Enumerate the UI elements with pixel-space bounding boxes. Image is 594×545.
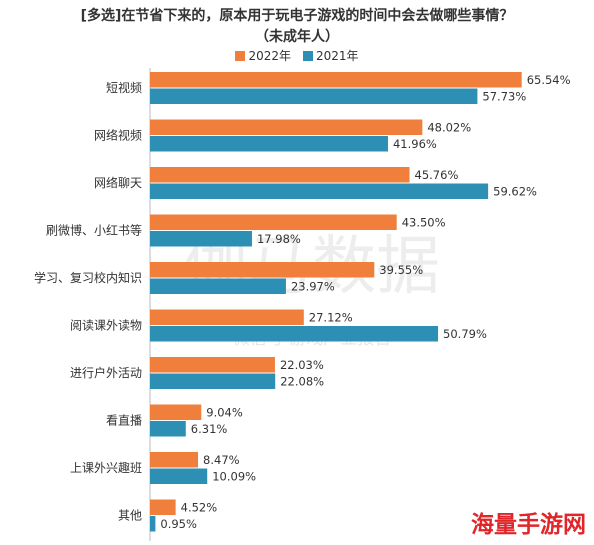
bar-2022	[150, 119, 423, 135]
bar-2021	[150, 183, 489, 199]
category-label: 看直播	[106, 414, 142, 428]
bar-2021	[150, 231, 252, 247]
chart-title: [多选]在节省下来的，原本用于玩电子游戏的时间中会去做哪些事情？	[80, 8, 514, 24]
bars-group: 短视频 65.54%57.73% 网络视频 48.02% 41.96% 网络聊天 45.76…	[34, 72, 571, 532]
value-label-2021: 59.62%	[493, 185, 537, 199]
corner-logo: 海量手游网	[471, 512, 586, 538]
category-label: 进行户外活动	[70, 365, 142, 380]
legend: 2022年 2021年	[0, 47, 594, 64]
value-label-2022: 9.04%	[206, 406, 243, 420]
bar-2021	[150, 88, 478, 104]
category-label: 网络聊天	[94, 175, 142, 190]
category-label: 网络视频	[94, 128, 142, 143]
bar-2021	[150, 136, 388, 152]
category-label: 学习、复习校内知识	[34, 270, 142, 285]
category-label: 短视频	[106, 80, 142, 95]
bar-2021	[150, 373, 276, 389]
value-label-2021: 10.09%	[212, 470, 256, 484]
category-label: 其他	[118, 509, 142, 523]
value-label-2021: 17.98%	[257, 232, 301, 246]
value-label-2021: 57.73%	[482, 90, 526, 104]
bar-2021	[150, 516, 156, 532]
legend-item-2022: 2022年	[235, 47, 291, 64]
bar-2021	[150, 421, 186, 437]
chart-subtitle: （未成年人）	[255, 29, 339, 45]
legend-swatch-2021	[303, 50, 313, 61]
bar-2021	[150, 278, 286, 294]
value-label-2022: 8.47%	[203, 453, 240, 467]
legend-item-2021: 2021年	[303, 47, 359, 64]
value-label-2022: 4.52%	[181, 501, 218, 515]
legend-label-2022: 2022年	[248, 49, 291, 63]
bar-2021	[150, 326, 439, 342]
bar-2022	[150, 262, 375, 278]
bar-2022	[150, 357, 275, 373]
value-label-2022: 48.02%	[427, 121, 471, 135]
value-label-2022: 43.50%	[402, 216, 446, 230]
value-label-2021: 41.96%	[393, 137, 437, 151]
bar-2021	[150, 468, 208, 484]
bar-2022	[150, 167, 410, 183]
value-label-2022: 45.76%	[415, 168, 459, 182]
bar-2022	[150, 404, 202, 420]
bar-2022	[150, 452, 199, 468]
category-label: 刷微博、小红书等	[46, 223, 142, 238]
value-label-2021: 50.79%	[443, 327, 487, 341]
value-label-2022: 65.54%	[527, 73, 571, 87]
legend-swatch-2022	[235, 50, 246, 61]
value-label-2021: 23.97%	[291, 280, 335, 294]
value-label-2022: 22.03%	[280, 358, 324, 372]
category-label: 上课外兴趣班	[70, 460, 142, 475]
bar-2022	[150, 214, 397, 230]
value-label-2022: 27.12%	[309, 311, 353, 325]
bar-2022	[150, 499, 176, 515]
bar-2022	[150, 309, 304, 325]
category-label: 阅读课外读物	[70, 319, 142, 333]
value-label-2022: 39.55%	[379, 263, 423, 277]
value-label-2021: 22.08%	[280, 375, 324, 389]
value-label-2021: 6.31%	[191, 422, 228, 436]
bar-2022	[150, 72, 522, 88]
legend-label-2021: 2021年	[316, 49, 359, 63]
value-label-2021: 0.95%	[160, 517, 197, 531]
